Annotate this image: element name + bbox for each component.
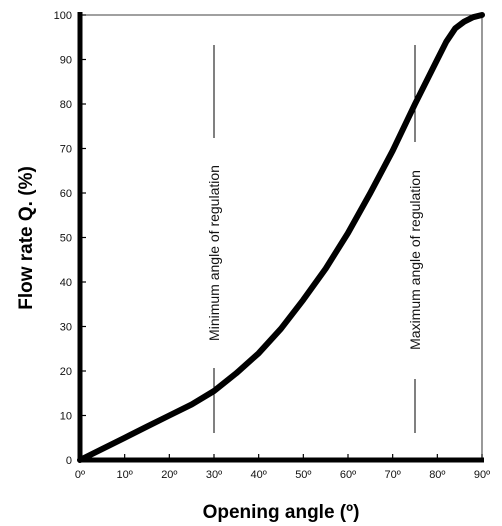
annotation-label: Minimum angle of regulation bbox=[206, 165, 222, 341]
y-tick-label: 90 bbox=[60, 55, 72, 67]
y-axis-title: Flow rate Q. (%) bbox=[16, 166, 37, 310]
y-tick-label: 10 bbox=[60, 411, 72, 423]
x-tick-label: 20º bbox=[161, 469, 177, 481]
x-axis-title: Opening angle (º) bbox=[203, 502, 360, 523]
annotation-layer: Minimum angle of regulation Maximum angle… bbox=[206, 45, 423, 433]
y-tick-label: 20 bbox=[60, 366, 72, 378]
tick-layer: 0 10 20 30 40 50 60 70 80 90 100 0º 10º 20º 30º 40º 50º 6… bbox=[54, 10, 490, 481]
y-tick-label: 70 bbox=[60, 144, 72, 156]
x-tick-label: 40º bbox=[251, 469, 267, 481]
y-tick-label: 100 bbox=[54, 10, 72, 22]
y-tick-label: 50 bbox=[60, 233, 72, 245]
y-tick-label: 0 bbox=[66, 455, 72, 467]
x-tick-label: 0º bbox=[75, 469, 85, 481]
x-tick-label: 10º bbox=[117, 469, 133, 481]
y-tick-label: 80 bbox=[60, 99, 72, 111]
y-tick-label: 30 bbox=[60, 322, 72, 334]
y-tick-label: 60 bbox=[60, 188, 72, 200]
x-tick-label: 90º bbox=[474, 469, 490, 481]
x-tick-label: 50º bbox=[295, 469, 311, 481]
x-tick-label: 80º bbox=[429, 469, 445, 481]
y-tick-label: 40 bbox=[60, 277, 72, 289]
annotation-label: Maximum angle of regulation bbox=[407, 170, 423, 350]
flow-curve-line bbox=[77, 12, 485, 463]
x-tick-label: 60º bbox=[340, 469, 356, 481]
x-tick-label: 70º bbox=[385, 469, 401, 481]
x-tick-label: 30º bbox=[206, 469, 222, 481]
